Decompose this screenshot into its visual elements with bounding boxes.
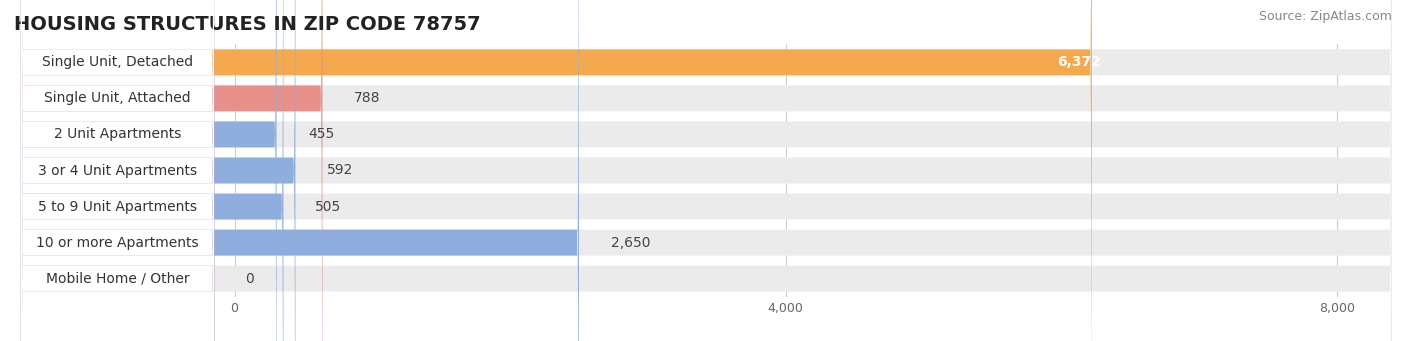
FancyBboxPatch shape <box>21 0 214 341</box>
FancyBboxPatch shape <box>21 0 214 341</box>
FancyBboxPatch shape <box>21 0 1392 341</box>
FancyBboxPatch shape <box>21 0 1392 341</box>
FancyBboxPatch shape <box>21 0 214 341</box>
Text: HOUSING STRUCTURES IN ZIP CODE 78757: HOUSING STRUCTURES IN ZIP CODE 78757 <box>14 15 481 34</box>
Text: 455: 455 <box>308 128 335 142</box>
FancyBboxPatch shape <box>21 0 1392 341</box>
Text: Single Unit, Attached: Single Unit, Attached <box>44 91 191 105</box>
FancyBboxPatch shape <box>21 0 214 341</box>
FancyBboxPatch shape <box>21 0 214 341</box>
FancyBboxPatch shape <box>21 0 214 341</box>
FancyBboxPatch shape <box>21 0 295 341</box>
FancyBboxPatch shape <box>21 0 215 341</box>
FancyBboxPatch shape <box>21 0 214 341</box>
FancyBboxPatch shape <box>21 0 214 341</box>
FancyBboxPatch shape <box>21 0 277 341</box>
Text: 6,372: 6,372 <box>1057 55 1101 69</box>
FancyBboxPatch shape <box>21 0 579 341</box>
Text: 5 to 9 Unit Apartments: 5 to 9 Unit Apartments <box>38 199 197 213</box>
FancyBboxPatch shape <box>21 0 214 341</box>
Text: Single Unit, Detached: Single Unit, Detached <box>42 55 193 69</box>
Text: 3 or 4 Unit Apartments: 3 or 4 Unit Apartments <box>38 163 197 178</box>
Text: Mobile Home / Other: Mobile Home / Other <box>45 272 190 286</box>
FancyBboxPatch shape <box>21 0 214 341</box>
Text: 10 or more Apartments: 10 or more Apartments <box>37 236 198 250</box>
FancyBboxPatch shape <box>21 0 214 341</box>
FancyBboxPatch shape <box>21 0 1092 341</box>
FancyBboxPatch shape <box>21 0 1392 341</box>
Text: 592: 592 <box>328 163 353 178</box>
FancyBboxPatch shape <box>21 0 1392 341</box>
FancyBboxPatch shape <box>21 0 1392 341</box>
Text: 2 Unit Apartments: 2 Unit Apartments <box>53 128 181 142</box>
Text: 2,650: 2,650 <box>610 236 650 250</box>
Text: Source: ZipAtlas.com: Source: ZipAtlas.com <box>1258 10 1392 23</box>
FancyBboxPatch shape <box>21 0 322 341</box>
FancyBboxPatch shape <box>21 0 1392 341</box>
FancyBboxPatch shape <box>21 0 214 341</box>
FancyBboxPatch shape <box>21 0 284 341</box>
FancyBboxPatch shape <box>21 0 214 341</box>
FancyBboxPatch shape <box>21 0 214 341</box>
Text: 0: 0 <box>246 272 254 286</box>
Text: 788: 788 <box>354 91 381 105</box>
Text: 505: 505 <box>315 199 342 213</box>
